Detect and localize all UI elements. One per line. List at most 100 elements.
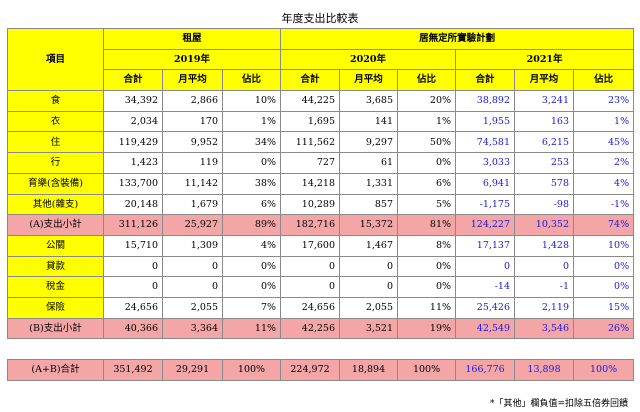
row-label: 育樂(含裝備): [7, 172, 104, 195]
table-cell: 14,218: [280, 172, 341, 195]
table-row: 公關 15,710 1,309 4% 17,600 1,467 8% 17,137 1,428 1…: [7, 234, 635, 257]
table-cell: 1,467: [339, 234, 399, 257]
column-header-total: 合計: [280, 69, 341, 92]
table-cell: 10,352: [514, 214, 575, 236]
table-cell: -1%: [573, 193, 635, 216]
row-label: (A+B)合計: [7, 359, 104, 381]
row-label: (B)支出小計: [7, 317, 104, 340]
table-cell: 170: [162, 110, 223, 133]
table-cell: 0%: [573, 255, 635, 278]
row-label: 衣: [7, 110, 104, 133]
table-cell: 100%: [397, 359, 457, 381]
table-cell: -1: [514, 276, 575, 298]
table-cell: 10,289: [280, 193, 341, 216]
table-cell: 38,892: [455, 90, 516, 112]
table-cell: 1,428: [514, 234, 575, 257]
table-cell: 11,142: [162, 172, 223, 195]
table-cell: 19%: [397, 317, 457, 340]
table-cell: 6,941: [455, 172, 516, 195]
table-cell: 2,866: [162, 90, 223, 112]
table-cell: 6%: [397, 172, 457, 195]
group-rent-header: 租屋: [102, 28, 282, 50]
table-row: 其他(雜支) 20,148 1,679 6% 10,289 857 5% -1,175 -98-…: [7, 193, 635, 216]
table-cell: 5%: [397, 193, 457, 216]
table-cell: 40,366: [103, 317, 163, 340]
table-cell: 0: [514, 255, 575, 278]
table-cell: 4%: [573, 172, 635, 195]
row-label: 保險: [7, 296, 104, 319]
table-row: 衣 2,034 170 1% 1,695 141 1% 1,955 163 1%: [7, 110, 635, 133]
table-cell: 3,241: [514, 90, 575, 112]
table-cell: 15%: [573, 296, 635, 319]
table-cell: 311,126: [103, 214, 163, 236]
table-cell: 29,291: [162, 359, 223, 381]
column-header-share: 佔比: [221, 69, 282, 92]
table-cell: 18,894: [339, 359, 399, 381]
table-cell: 166,776: [455, 359, 516, 381]
table-cell: 38%: [221, 172, 282, 195]
table-cell: 0: [280, 276, 341, 298]
column-header-total: 合計: [455, 69, 516, 92]
table-cell: 0%: [397, 255, 457, 278]
table-cell: 1,679: [162, 193, 223, 216]
table-cell: 0%: [221, 255, 282, 278]
table-cell: 23%: [573, 90, 635, 112]
table-cell: 42,256: [280, 317, 341, 340]
table-cell: 89%: [221, 214, 282, 236]
year-2021-header: 2021年: [455, 48, 635, 71]
table-cell: 0%: [221, 152, 282, 174]
table-row: 住 119,429 9,952 34% 111,562 9,297 50% 74,581 6,2…: [7, 131, 635, 154]
table-cell: 13,898: [514, 359, 575, 381]
table-cell: 2%: [573, 152, 635, 174]
table-cell: 253: [514, 152, 575, 174]
table-cell: 61: [339, 152, 399, 174]
table-cell: 11%: [397, 296, 457, 319]
table-cell: 0: [455, 255, 516, 278]
row-label: 貸款: [7, 255, 104, 278]
table-cell: 0: [162, 276, 223, 298]
item-header: 項目: [7, 27, 104, 92]
table-cell: 42,549: [455, 317, 516, 340]
row-label: 其他(雜支): [7, 193, 104, 216]
table-cell: 26%: [573, 317, 635, 340]
table-cell: 24,656: [103, 296, 163, 319]
table-cell: 10%: [573, 234, 635, 257]
table-cell: 81%: [397, 214, 457, 236]
table-cell: 9,297: [339, 131, 399, 154]
table-cell: 0: [103, 276, 163, 298]
row-label: 食: [7, 90, 104, 112]
table-cell: 0: [280, 255, 341, 278]
column-header-share: 佔比: [397, 69, 457, 92]
expense-table: 項目 租屋 居無定所實驗計劃 2019年 2020年 2021年 合計 月平均 佔比…: [7, 27, 635, 381]
table-cell: 124,227: [455, 214, 516, 236]
table-cell: 351,492: [103, 359, 163, 381]
table-cell: 24,656: [280, 296, 341, 319]
table-cell: 0: [162, 255, 223, 278]
table-cell: 20,148: [103, 193, 163, 216]
table-cell: 2,119: [514, 296, 575, 319]
table-cell: 20%: [397, 90, 457, 112]
table-cell: 119: [162, 152, 223, 174]
page-title: 年度支出比較表: [281, 12, 359, 25]
column-header-share: 佔比: [573, 69, 635, 92]
table-cell: 25,426: [455, 296, 516, 319]
table-cell: 578: [514, 172, 575, 195]
table-cell: 0: [103, 255, 163, 278]
table-cell: 25,927: [162, 214, 223, 236]
table-cell: 727: [280, 152, 341, 174]
table-cell: 17,137: [455, 234, 516, 257]
table-cell: 11%: [221, 317, 282, 340]
table-cell: 17,600: [280, 234, 341, 257]
table-cell: 1,423: [103, 152, 163, 174]
table-row: 育樂(含裝備) 133,700 11,142 38% 14,218 1,331 6% 6,94…: [7, 172, 635, 195]
table-cell: -14: [455, 276, 516, 298]
table-cell: 3,685: [339, 90, 399, 112]
table-cell: 15,710: [103, 234, 163, 257]
table-cell: 50%: [397, 131, 457, 154]
table-cell: 100%: [221, 359, 282, 381]
spacer-row: [7, 338, 634, 360]
grand-total-row: (A+B)合計 351,492 29,291 100% 224,972 18,894 100…: [7, 359, 635, 381]
table-cell: 182,716: [280, 214, 341, 236]
table-cell: 7%: [221, 296, 282, 319]
table-cell: 1,309: [162, 234, 223, 257]
